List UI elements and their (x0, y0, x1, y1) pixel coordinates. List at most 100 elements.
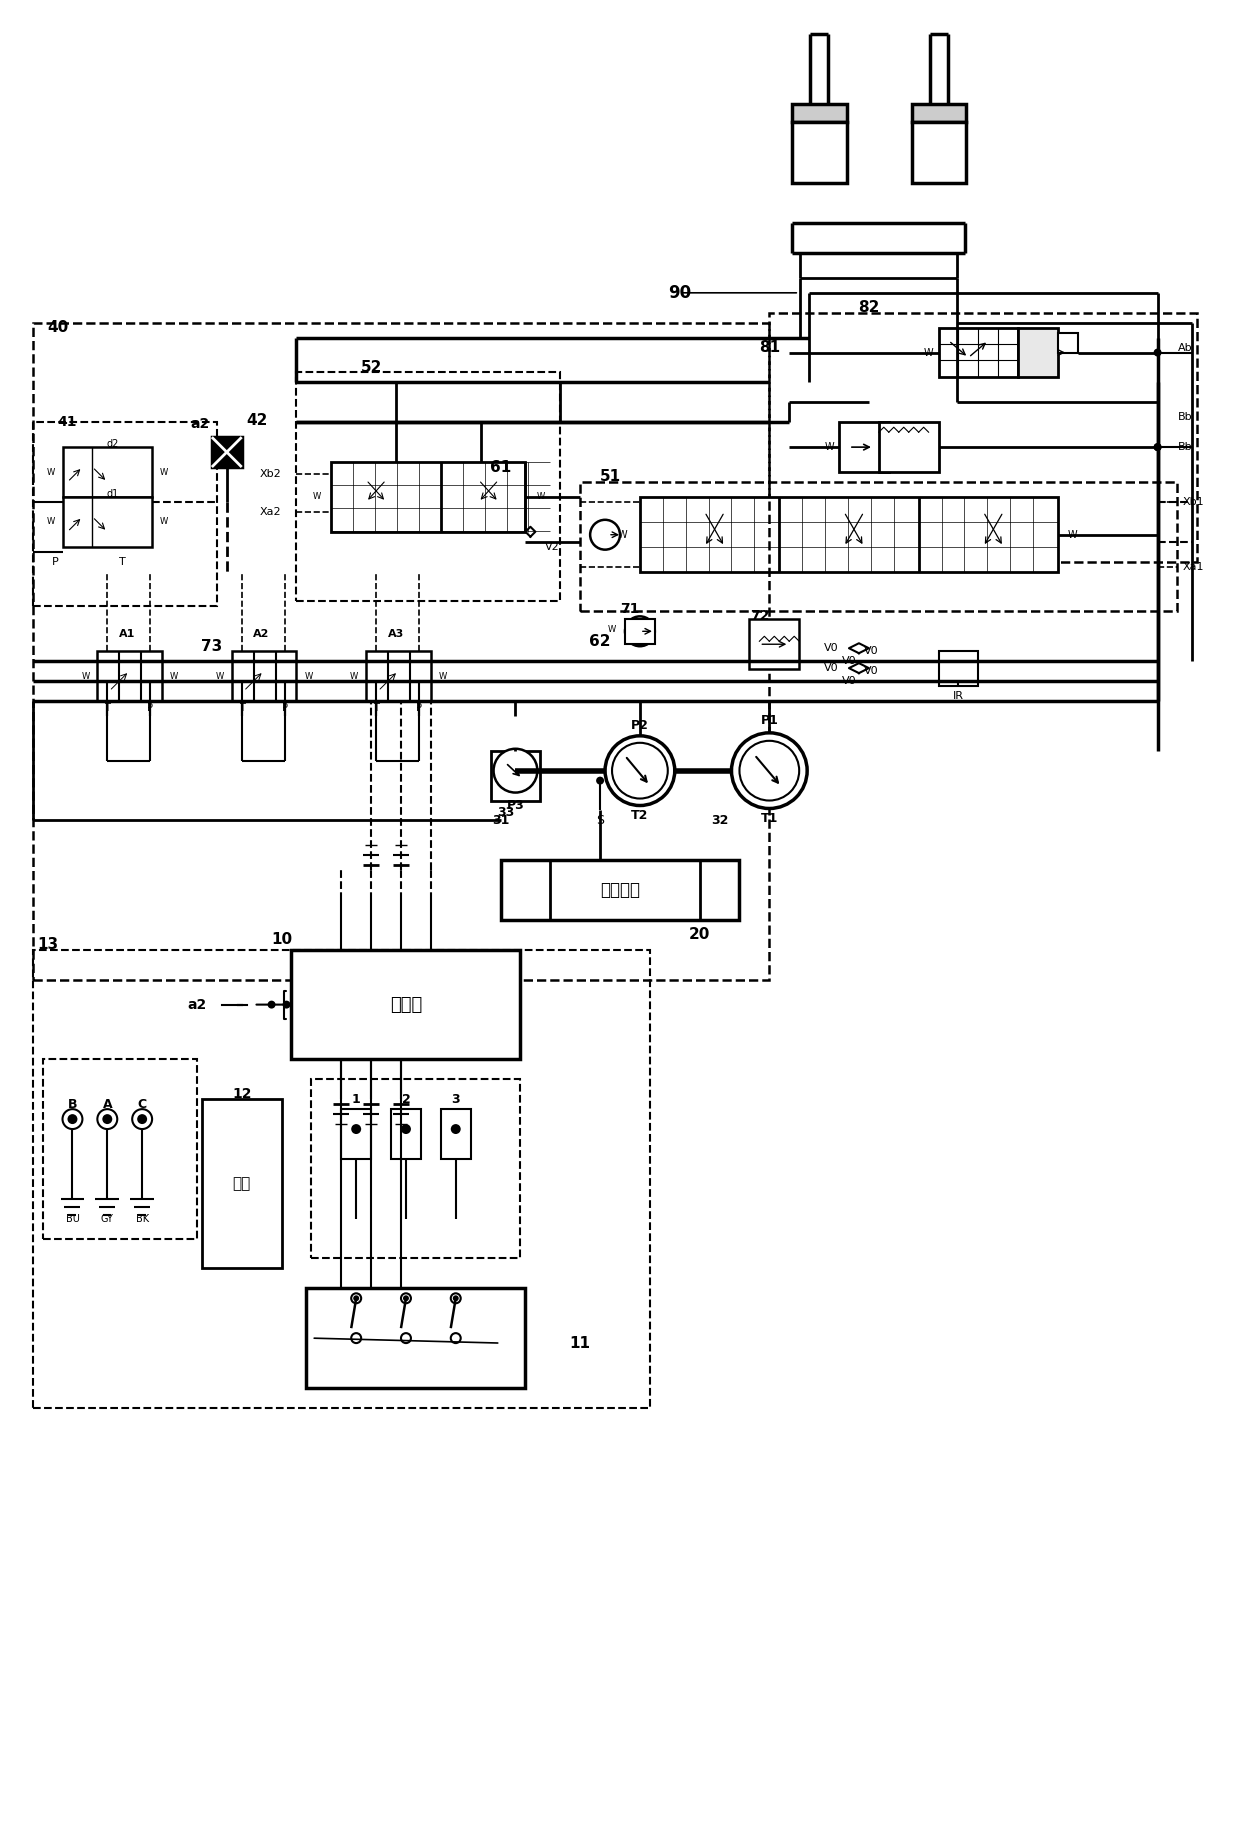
Text: B: B (68, 1099, 77, 1111)
Circle shape (596, 777, 604, 784)
Text: V0: V0 (842, 656, 857, 667)
Text: 1: 1 (352, 1093, 361, 1106)
Bar (202, 1099, 281, 1268)
Text: Xb1: Xb1 (1183, 496, 1204, 507)
Circle shape (351, 1124, 361, 1133)
Text: 41: 41 (58, 415, 77, 430)
Text: A: A (103, 1099, 112, 1111)
Text: 71: 71 (620, 603, 640, 617)
Bar (32, 323, 769, 979)
Text: W: W (82, 672, 89, 680)
Text: 13: 13 (37, 937, 58, 952)
Text: d1: d1 (107, 489, 118, 500)
Text: 11: 11 (569, 1335, 590, 1350)
Text: 2: 2 (402, 1093, 410, 1106)
Text: W: W (439, 672, 446, 680)
Text: 51: 51 (599, 470, 620, 485)
Bar (879, 423, 939, 472)
Text: Xa1: Xa1 (1183, 562, 1204, 571)
Text: W: W (1068, 529, 1078, 540)
Bar (212, 437, 242, 467)
Text: V0: V0 (864, 667, 878, 676)
Text: 控制器: 控制器 (389, 996, 422, 1014)
Circle shape (351, 1334, 361, 1343)
Text: A1: A1 (119, 630, 135, 639)
Text: 72: 72 (750, 610, 769, 623)
Text: P1: P1 (760, 715, 779, 727)
Circle shape (1153, 443, 1162, 452)
Text: Bb: Bb (1178, 443, 1192, 452)
Text: W: W (160, 467, 169, 476)
Text: P: P (52, 557, 60, 566)
Bar (366, 650, 430, 702)
Text: W: W (536, 492, 544, 502)
Text: Xa2: Xa2 (260, 507, 281, 516)
Text: P: P (281, 704, 288, 713)
Text: 62: 62 (589, 634, 611, 648)
Text: 33: 33 (497, 806, 515, 819)
Text: a2: a2 (187, 997, 207, 1012)
Bar (62, 496, 153, 547)
Circle shape (613, 742, 668, 799)
Text: IR: IR (954, 691, 963, 702)
Bar (32, 423, 217, 606)
Text: 40: 40 (47, 320, 68, 334)
Text: W: W (312, 492, 320, 502)
Circle shape (1153, 349, 1162, 356)
Text: 73: 73 (201, 639, 222, 654)
Circle shape (62, 1110, 82, 1130)
Bar (291, 950, 521, 1060)
Text: 81: 81 (759, 340, 780, 355)
Bar (306, 1288, 526, 1389)
Text: T: T (119, 557, 125, 566)
Text: P3: P3 (507, 799, 525, 812)
Text: 42: 42 (246, 413, 268, 428)
Bar (1058, 332, 1078, 353)
Circle shape (494, 749, 537, 792)
Bar (939, 650, 978, 685)
Text: 31: 31 (492, 814, 510, 827)
Bar (911, 103, 966, 121)
Text: C: C (138, 1099, 146, 1111)
Circle shape (1153, 443, 1162, 452)
Text: W: W (618, 529, 626, 540)
Bar (939, 327, 1018, 377)
Text: W: W (304, 672, 312, 680)
Bar (769, 312, 1198, 562)
Circle shape (590, 520, 620, 549)
Text: 3: 3 (451, 1093, 460, 1106)
Circle shape (451, 1334, 461, 1343)
Text: W: W (608, 625, 616, 634)
Bar (391, 1110, 420, 1159)
Text: 52: 52 (361, 360, 382, 375)
Circle shape (283, 1001, 290, 1009)
Text: T: T (239, 704, 244, 713)
Text: Xb2: Xb2 (259, 468, 281, 479)
Circle shape (98, 1110, 118, 1130)
Text: W: W (825, 443, 833, 452)
Text: W: W (160, 518, 169, 525)
Circle shape (453, 1295, 459, 1301)
Text: 10: 10 (272, 933, 293, 948)
Bar (640, 496, 1058, 571)
Bar (749, 619, 800, 669)
Text: W: W (46, 518, 55, 525)
Bar (296, 373, 560, 601)
Text: V0: V0 (825, 663, 839, 672)
Text: V0: V0 (825, 643, 839, 654)
Bar (792, 121, 847, 184)
Text: BK: BK (135, 1214, 149, 1223)
Text: W: W (170, 672, 179, 680)
Text: Bb: Bb (1178, 411, 1192, 423)
Text: V2: V2 (546, 542, 560, 551)
Circle shape (401, 1334, 410, 1343)
Circle shape (351, 1293, 361, 1302)
Circle shape (268, 1001, 275, 1009)
Text: 61: 61 (490, 459, 511, 474)
Bar (1018, 327, 1058, 377)
Circle shape (625, 617, 655, 647)
Text: 82: 82 (858, 299, 879, 316)
Text: 20: 20 (689, 928, 711, 942)
Bar (839, 423, 889, 472)
Circle shape (67, 1113, 77, 1124)
